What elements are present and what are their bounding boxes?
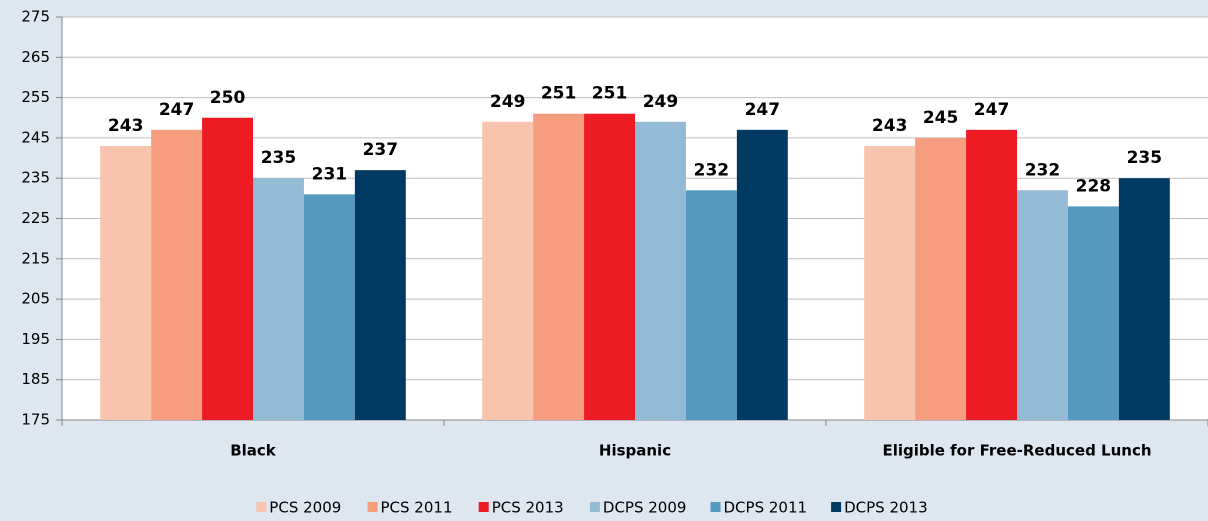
legend-label: PCS 2009 <box>269 499 341 517</box>
data-label: 231 <box>312 164 348 184</box>
bar <box>253 178 304 420</box>
data-label: 237 <box>363 140 399 160</box>
y-tick-label: 275 <box>21 8 50 26</box>
y-tick-label: 245 <box>21 128 50 146</box>
legend-label: DCPS 2013 <box>844 499 928 517</box>
legend-swatch <box>710 502 721 512</box>
data-label: 250 <box>210 88 246 108</box>
legend-swatch <box>831 502 842 512</box>
data-label: 249 <box>643 92 679 112</box>
y-tick-label: 215 <box>21 249 50 267</box>
data-label: 251 <box>541 84 577 104</box>
bar <box>1017 190 1068 420</box>
data-label: 249 <box>490 92 526 112</box>
data-label: 232 <box>1025 160 1061 180</box>
y-tick-label: 255 <box>21 88 50 106</box>
data-label: 235 <box>1127 148 1163 168</box>
x-tick-label: Hispanic <box>599 442 671 460</box>
data-label: 245 <box>923 108 959 128</box>
bar <box>584 113 635 420</box>
bar <box>1118 178 1170 420</box>
bar <box>864 145 916 420</box>
legend-label: PCS 2013 <box>492 499 564 517</box>
bar <box>966 129 1017 420</box>
bar <box>100 145 152 420</box>
bar <box>915 137 967 420</box>
bar <box>202 117 253 420</box>
y-tick-label: 195 <box>21 330 50 348</box>
y-tick-label: 205 <box>21 290 50 308</box>
bar <box>736 129 788 420</box>
legend-label: DCPS 2011 <box>724 499 808 517</box>
y-tick-label: 235 <box>21 169 50 187</box>
bar <box>354 170 406 420</box>
legend-label: DCPS 2009 <box>603 499 687 517</box>
bar <box>303 194 355 420</box>
legend-swatch <box>589 502 600 512</box>
legend-swatch <box>256 502 267 512</box>
bar <box>533 113 585 420</box>
bar <box>482 121 534 420</box>
legend-label: PCS 2011 <box>381 499 453 517</box>
bar <box>1067 206 1119 420</box>
data-label: 247 <box>974 100 1010 120</box>
data-label: 243 <box>108 116 144 136</box>
y-tick-label: 185 <box>21 370 50 388</box>
data-label: 251 <box>592 84 628 104</box>
legend-swatch <box>478 502 489 512</box>
bar <box>151 129 203 420</box>
bar <box>685 190 737 420</box>
y-tick-label: 175 <box>21 411 50 429</box>
data-label: 232 <box>694 160 730 180</box>
data-label: 247 <box>745 100 781 120</box>
y-tick-label: 225 <box>21 209 50 227</box>
data-label: 243 <box>872 116 908 136</box>
x-tick-label: Eligible for Free-Reduced Lunch <box>882 442 1151 460</box>
data-label: 228 <box>1076 176 1112 196</box>
data-label: 235 <box>261 148 297 168</box>
bar <box>635 121 686 420</box>
data-label: 247 <box>159 100 195 120</box>
legend-swatch <box>367 502 378 512</box>
y-tick-label: 265 <box>21 48 50 66</box>
x-tick-label: Black <box>230 442 277 460</box>
